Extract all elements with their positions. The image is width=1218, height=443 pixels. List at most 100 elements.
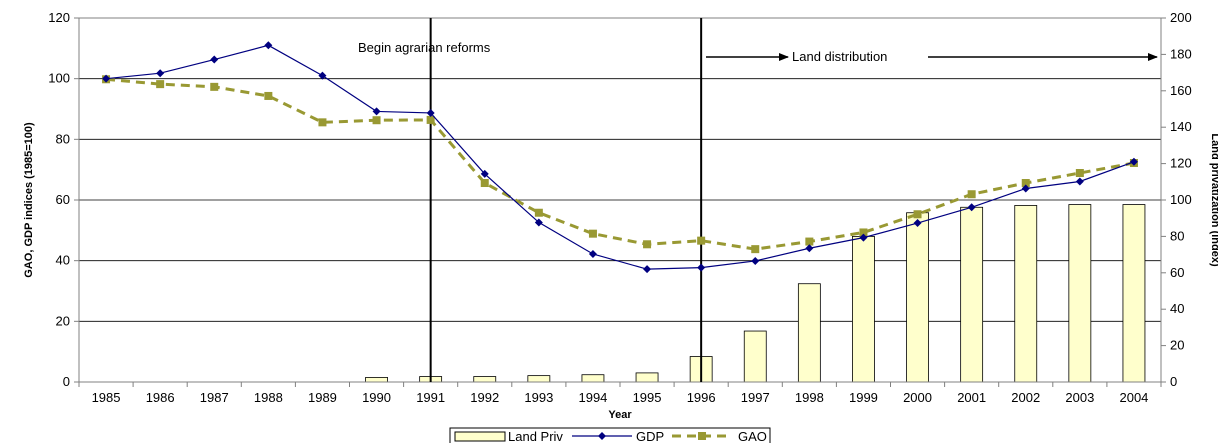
bar-land-priv-2003: [1068, 204, 1092, 383]
gao-point-2002: [1021, 179, 1030, 188]
right-tick-label-140: 140: [1170, 119, 1192, 134]
gdp-point-1989: [318, 71, 327, 80]
x-tick-label-1998: 1998: [795, 390, 824, 405]
gao-point-1991: [426, 115, 435, 124]
right-tick-label-200: 200: [1170, 10, 1192, 25]
gao-point-1986: [156, 80, 165, 89]
gdp-point-1988: [264, 41, 273, 50]
gao-point-1999: [859, 228, 868, 237]
right-tick-label-20: 20: [1170, 338, 1184, 353]
gao-point-2000: [913, 210, 922, 219]
legend-swatch-gao-marker: [698, 432, 706, 440]
gao-point-2001: [967, 190, 976, 199]
bar-land-priv-1998: [797, 283, 821, 383]
gdp-line: [105, 44, 1135, 270]
x-tick-label-1989: 1989: [308, 390, 337, 405]
event-lines: [429, 18, 703, 382]
x-tick-label-1985: 1985: [92, 390, 121, 405]
bar-land-priv-1994: [581, 374, 605, 383]
annotation-reforms: Begin agrarian reforms: [358, 40, 491, 55]
gao-point-1997: [751, 245, 760, 254]
legend-label-gao: GAO: [738, 429, 767, 443]
annotation-distribution: Land distribution: [792, 49, 887, 64]
gdp-point-1999: [859, 233, 868, 242]
x-axis-title: Year: [608, 409, 632, 421]
x-tick-label-2003: 2003: [1065, 390, 1094, 405]
gao-point-1998: [805, 237, 814, 246]
bar-land-priv-1997: [743, 330, 767, 383]
x-tick-label-1987: 1987: [200, 390, 229, 405]
gdp-point-1990: [372, 107, 381, 116]
gao-point-1987: [210, 82, 219, 91]
bar-land-priv-2000: [906, 212, 929, 383]
left-tick-label-40: 40: [56, 253, 70, 268]
right-tick-label-80: 80: [1170, 228, 1184, 243]
gdp-point-1994: [588, 249, 597, 258]
gao-point-1994: [588, 229, 597, 238]
x-tick-label-1994: 1994: [578, 390, 607, 405]
x-axis-ticks: 1985 1986 1987 1988 1989 1990 1991 1992 1993 1994…: [78, 382, 1162, 405]
x-tick-label-2002: 2002: [1011, 390, 1040, 405]
gdp-point-1992: [480, 169, 489, 178]
gdp-point-2000: [913, 219, 922, 228]
x-tick-label-2004: 2004: [1119, 390, 1148, 405]
gdp-point-1997: [751, 256, 760, 265]
left-tick-label-0: 0: [63, 374, 70, 389]
right-axis-ticks: 0 20 40 60 80 100 120 140 160 180 200: [1161, 10, 1192, 389]
right-tick-label-0: 0: [1170, 374, 1177, 389]
left-tick-label-60: 60: [56, 192, 70, 207]
bar-land-priv-2001: [960, 206, 984, 383]
gdp-point-1993: [534, 218, 543, 227]
gao-point-1993: [534, 208, 543, 217]
legend-swatch-gdp-marker: [598, 432, 606, 440]
gao-point-1996: [697, 236, 706, 245]
bar-land-priv-1990: [365, 377, 388, 383]
land-priv-bars: [365, 204, 1146, 383]
bar-land-priv-1992: [473, 376, 497, 383]
right-tick-label-40: 40: [1170, 301, 1184, 316]
x-tick-label-1990: 1990: [362, 390, 391, 405]
x-tick-label-1997: 1997: [741, 390, 770, 405]
gdp-point-2004: [1129, 157, 1138, 166]
gao-point-2003: [1075, 169, 1084, 178]
right-tick-label-100: 100: [1170, 192, 1192, 207]
gdp-point-2002: [1021, 184, 1030, 193]
gao-point-1990: [372, 116, 381, 125]
x-tick-label-1995: 1995: [633, 390, 662, 405]
x-tick-label-1991: 1991: [416, 390, 445, 405]
bar-land-priv-1995: [635, 372, 659, 383]
right-tick-label-120: 120: [1170, 156, 1192, 171]
gdp-point-1987: [210, 55, 219, 64]
gdp-point-1986: [156, 69, 165, 78]
x-tick-label-1993: 1993: [524, 390, 553, 405]
left-tick-label-100: 100: [48, 71, 70, 86]
x-tick-label-2001: 2001: [957, 390, 986, 405]
right-tick-label-60: 60: [1170, 265, 1184, 280]
x-tick-label-1986: 1986: [146, 390, 175, 405]
x-tick-label-1992: 1992: [470, 390, 499, 405]
gdp-point-1998: [805, 244, 814, 253]
left-axis-title: GAO, GDP indices (1985=100): [23, 122, 35, 278]
legend-label-gdp: GDP: [636, 429, 664, 443]
bar-land-priv-1993: [527, 375, 551, 383]
left-axis-ticks: 0 20 40 60 80 100 120: [48, 10, 79, 389]
gdp-point-1995: [643, 265, 652, 274]
bar-land-priv-2002: [1014, 205, 1038, 383]
bar-land-priv-2004: [1122, 204, 1146, 383]
legend-label-land-priv: Land Priv: [508, 429, 563, 443]
gdp-point-2003: [1075, 177, 1084, 186]
gdp-point-1985: [102, 74, 111, 83]
x-tick-label-1999: 1999: [849, 390, 878, 405]
x-tick-label-2000: 2000: [903, 390, 932, 405]
bar-land-priv-1999: [852, 235, 875, 383]
gao-point-1988: [264, 91, 273, 100]
left-tick-label-80: 80: [56, 131, 70, 146]
right-axis-title: Land privatization (index): [1209, 133, 1218, 267]
gao-point-1989: [318, 118, 327, 127]
right-tick-label-160: 160: [1170, 83, 1192, 98]
series-lines: [102, 41, 1138, 274]
x-tick-label-1996: 1996: [687, 390, 716, 405]
x-tick-label-1988: 1988: [254, 390, 283, 405]
